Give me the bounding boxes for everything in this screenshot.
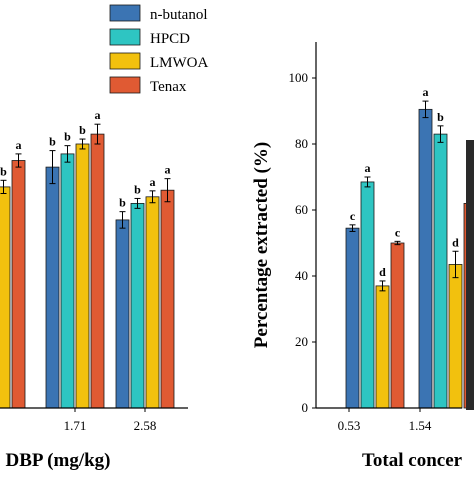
significance-letter: a: [423, 85, 429, 99]
bar-n-butanol-0_53: [345, 227, 360, 409]
y-axis-title: Percentage extracted (%): [251, 142, 272, 348]
legend-swatch: [109, 76, 141, 94]
significance-letter: a: [365, 161, 371, 175]
significance-letter: b: [64, 130, 71, 144]
bar-hpcd-1_54: [433, 133, 448, 409]
bar-lmwoa-1_54: [448, 264, 463, 409]
y-tick-label: 40: [295, 268, 308, 283]
bar-hpcd-1_71: [60, 153, 75, 409]
legend-swatch: [109, 4, 141, 22]
bar-lmwoa-1: [0, 186, 11, 409]
y-tick-label: 0: [302, 400, 309, 415]
x-axis-title: DBP (mg/kg): [5, 450, 110, 471]
significance-letter: b: [0, 164, 7, 178]
bar-lmwoa-1_71: [75, 143, 90, 409]
bar-lmwoa-2_58: [145, 196, 160, 409]
legend-label: LMWOA: [150, 55, 208, 71]
bar-n-butanol-1_71: [45, 166, 60, 409]
bar-n-butanol-2_58: [115, 219, 130, 409]
significance-letter: b: [437, 110, 444, 124]
x-tick-label: 0.53: [338, 418, 361, 433]
x-axis-title: Total concer: [362, 450, 463, 471]
significance-letter: d: [379, 265, 386, 279]
bar-hpcd-0_53: [360, 181, 375, 409]
legend-swatch: [109, 28, 141, 46]
legend-label: n-butanol: [150, 7, 208, 23]
bar-tenax-1_71: [90, 133, 105, 409]
right-panel-edge: [466, 140, 474, 410]
y-tick-label: 60: [295, 202, 308, 217]
legend-swatch: [109, 52, 141, 70]
y-tick-label: 100: [289, 70, 309, 85]
significance-letter: b: [79, 123, 86, 137]
bar-n-butanol-1_54: [418, 108, 433, 409]
x-tick-label: 1.54: [409, 418, 432, 433]
significance-letter: a: [150, 175, 156, 189]
x-tick-label: 2.58: [134, 418, 157, 433]
bar-tenax-1: [11, 160, 26, 409]
y-tick-label: 20: [295, 334, 308, 349]
significance-letter: d: [452, 235, 459, 249]
significance-letter: a: [16, 138, 22, 152]
significance-letter: a: [165, 163, 171, 177]
significance-letter: c: [395, 225, 401, 239]
significance-letter: a: [95, 108, 101, 122]
significance-letter: b: [49, 135, 56, 149]
significance-letter: c: [350, 209, 356, 223]
legend-label: Tenax: [150, 79, 187, 95]
significance-letter: b: [119, 196, 126, 210]
legend-label: HPCD: [150, 31, 190, 47]
significance-letter: b: [134, 182, 141, 196]
bar-tenax-2_58: [160, 189, 175, 409]
bar-tenax-0_53: [390, 242, 405, 409]
x-tick-label: 1.71: [64, 418, 87, 433]
legend: n-butanol HPCD LMWOA Tenax: [106, 0, 232, 100]
bar-hpcd-2_58: [130, 202, 145, 409]
bar-lmwoa-0_53: [375, 285, 390, 409]
y-tick-label: 80: [295, 136, 308, 151]
